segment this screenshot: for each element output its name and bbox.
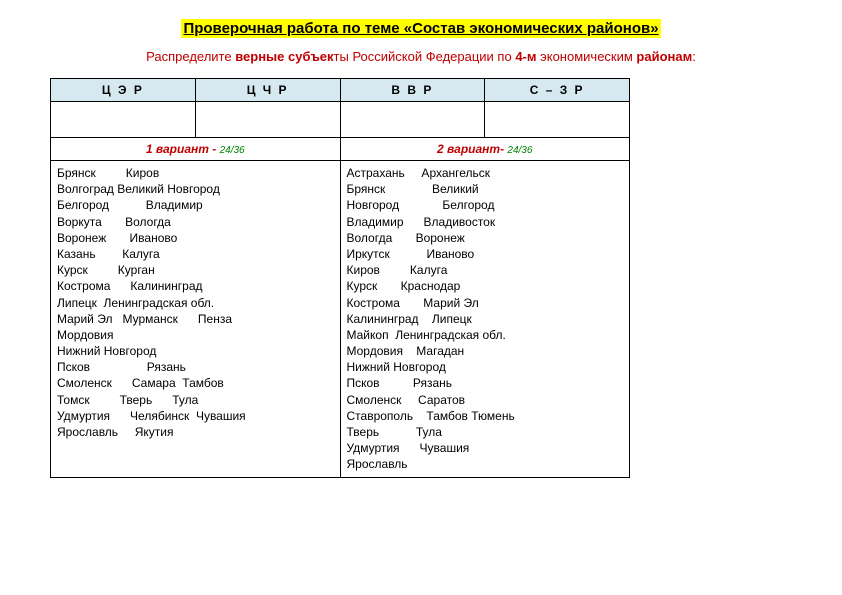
page-title-container: Проверочная работа по теме «Состав эконо… [50,20,792,37]
subtitle-p1: Распределите [146,49,235,64]
variant-2-header: 2 вариант- 24/36 [340,138,630,161]
subtitle-b2: 4-м [515,49,536,64]
subtitle-p3: экономическим [537,49,637,64]
variant-header-row: 1 вариант - 24/36 2 вариант- 24/36 [51,138,630,161]
body-row: Брянск Киров Волгоград Великий Новгород … [51,161,630,478]
col-header-1: Ц Э Р [51,79,196,102]
page-title: Проверочная работа по теме «Состав эконо… [181,19,660,38]
table-empty-row [51,102,630,138]
empty-cell-3 [340,102,485,138]
col-header-3: В В Р [340,79,485,102]
variant-2-count: 24/36 [507,145,532,156]
variant-2-label: 2 вариант- [437,142,507,156]
subtitle-p2: ты Российской Федерации по [334,49,516,64]
col-header-2: Ц Ч Р [195,79,340,102]
empty-cell-4 [485,102,630,138]
subtitle-b1: верные субъек [235,49,333,64]
subtitle: Распределите верные субъекты Российской … [50,49,792,64]
table-header-row: Ц Э Р Ц Ч Р В В Р С – З Р [51,79,630,102]
empty-cell-1 [51,102,196,138]
variant-1-count: 24/36 [220,145,245,156]
subtitle-p4: : [692,49,696,64]
subtitle-b3: районам [636,49,692,64]
empty-cell-2 [195,102,340,138]
worksheet-table: Ц Э Р Ц Ч Р В В Р С – З Р 1 вариант - 24… [50,78,630,478]
variant-1-label: 1 вариант - [146,142,220,156]
col-header-4: С – З Р [485,79,630,102]
variant-1-header: 1 вариант - 24/36 [51,138,341,161]
variant-1-body: Брянск Киров Волгоград Великий Новгород … [51,161,341,478]
variant-2-body: Астрахань Архангельск Брянск Великий Нов… [340,161,630,478]
